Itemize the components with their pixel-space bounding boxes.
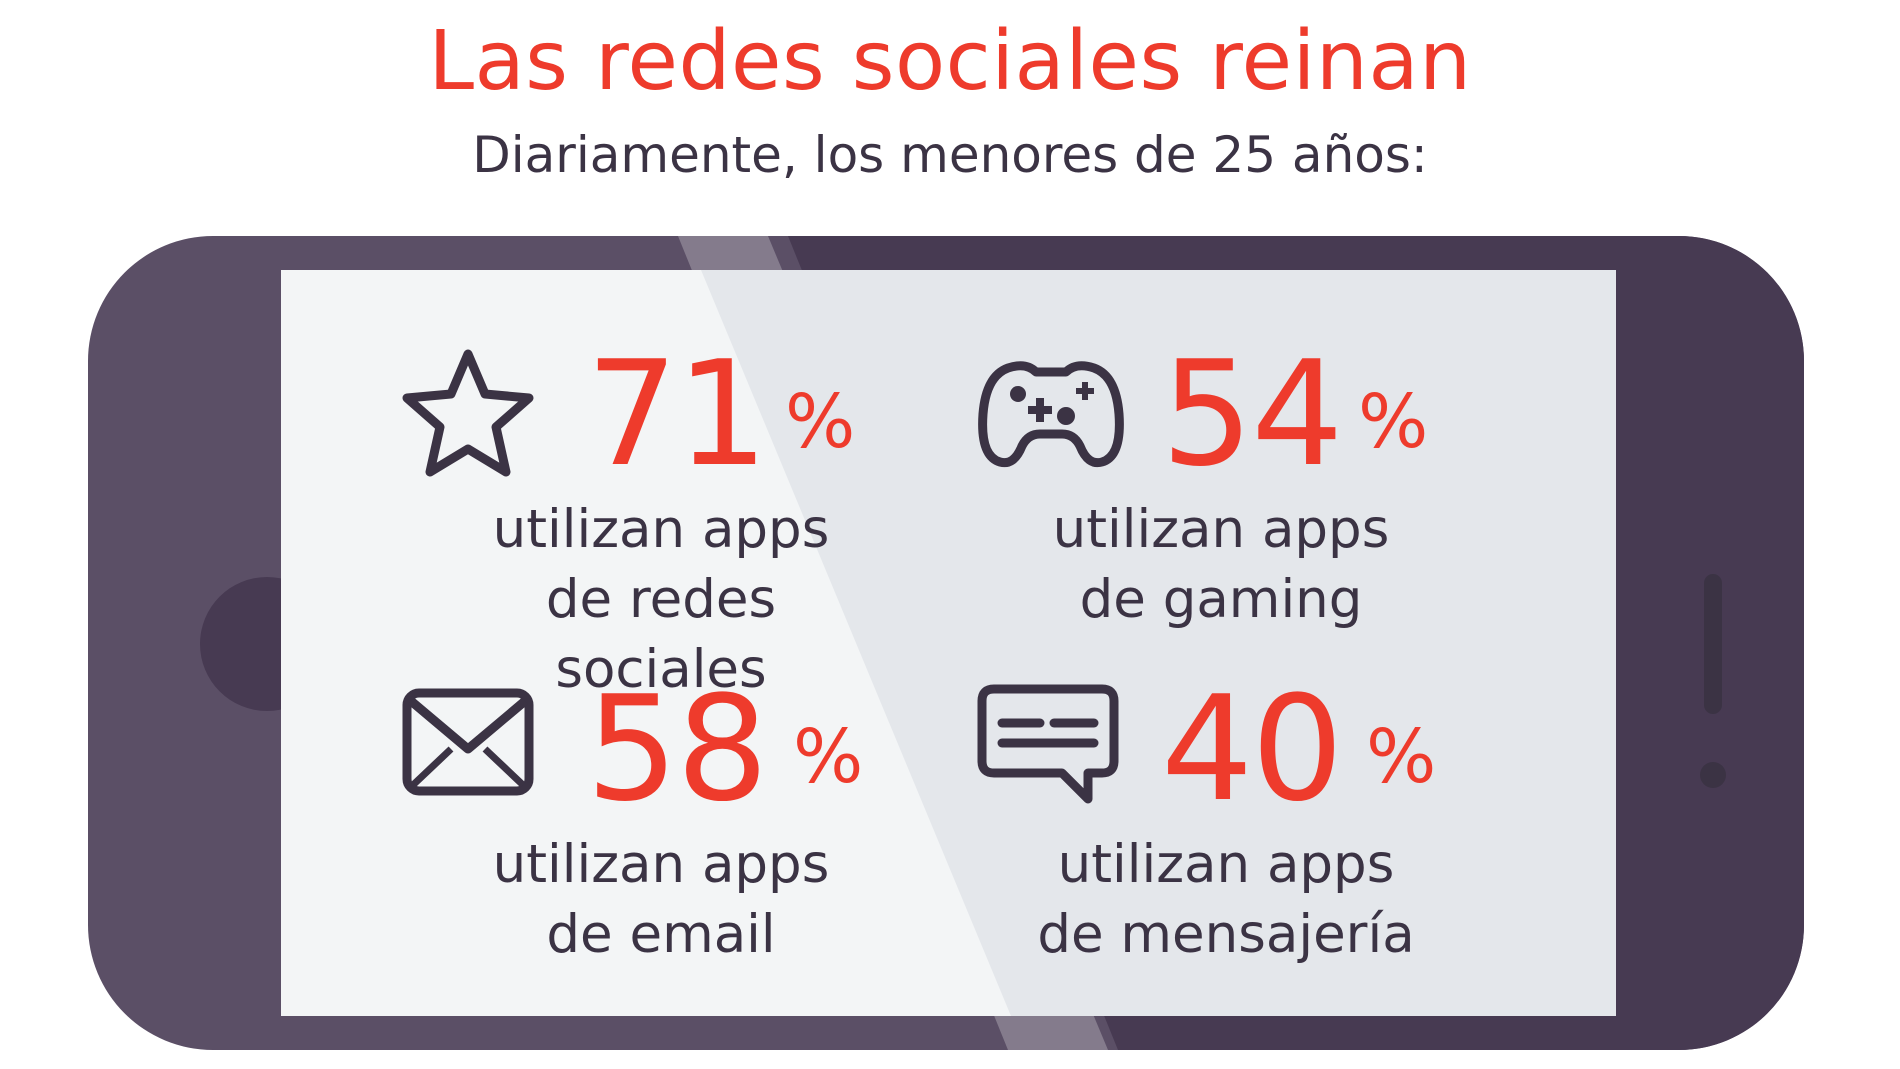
stat-value: 40 (1161, 665, 1344, 834)
stat-messaging: 40 % utilizan apps de mensajería (976, 675, 1456, 965)
phone-screen: 71 % utilizan apps de redes sociales 54 %… (281, 270, 1616, 1016)
stat-description: utilizan apps de mensajería (1037, 834, 1415, 965)
page-title: Las redes sociales reinan (428, 14, 1472, 109)
stat-gaming: 54 % utilizan apps de gaming (976, 340, 1456, 630)
stat-email: 58 % utilizan apps de email (401, 675, 881, 965)
stat-social: 71 % utilizan apps de redes sociales (401, 330, 881, 700)
stat-unit: % (785, 379, 856, 465)
stat-description: utilizan apps de redes sociales (492, 499, 830, 700)
stat-unit: % (793, 714, 864, 800)
star-icon (401, 348, 535, 482)
gamepad-icon (976, 354, 1126, 470)
page-subtitle: Diariamente, los menores de 25 años: (472, 126, 1428, 184)
stat-description: utilizan apps de email (492, 834, 830, 965)
stat-unit: % (1366, 714, 1437, 800)
envelope-icon (401, 687, 535, 797)
stat-unit: % (1358, 379, 1429, 465)
stat-value: 71 (586, 330, 769, 499)
camera-dot (1700, 762, 1726, 788)
stat-value: 58 (586, 665, 769, 834)
stat-description: utilizan apps de gaming (1052, 499, 1390, 630)
chat-bubble-icon (976, 683, 1120, 807)
speaker-slot (1704, 574, 1722, 714)
stat-value: 54 (1161, 330, 1344, 499)
phone-illustration: 71 % utilizan apps de redes sociales 54 %… (88, 236, 1804, 1050)
